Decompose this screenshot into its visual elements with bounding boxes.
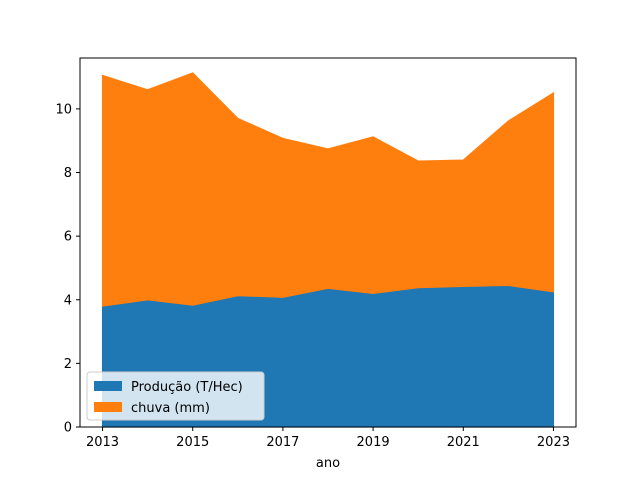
legend-label: Produção (T/Hec) xyxy=(131,380,243,395)
legend-box xyxy=(86,371,265,421)
y-tick-label: 10 xyxy=(55,102,72,117)
area-series-1 xyxy=(101,72,555,307)
x-tick-label: 2017 xyxy=(266,435,299,450)
y-tick-label: 6 xyxy=(64,230,72,245)
legend-label: chuva (mm) xyxy=(131,401,210,416)
plot-frame xyxy=(79,57,577,428)
x-tick-label: 2021 xyxy=(447,435,480,450)
y-tick-label: 4 xyxy=(64,293,72,308)
x-tick-label: 2023 xyxy=(537,435,570,450)
y-tick-label: 2 xyxy=(64,357,72,372)
x-tick-label: 2019 xyxy=(357,435,390,450)
legend: Produção (T/Hec) chuva (mm) xyxy=(86,371,265,421)
legend-swatch xyxy=(94,402,122,412)
y-axis-ticks: 0 2 4 6 8 10 xyxy=(55,102,80,436)
x-axis-ticks: 2013 2015 2017 2019 2021 2023 xyxy=(86,427,570,450)
x-axis-label: ano xyxy=(316,456,340,471)
y-tick-label: 8 xyxy=(64,166,72,181)
x-tick-label: 2015 xyxy=(176,435,209,450)
legend-swatch xyxy=(94,381,122,391)
y-tick-label: 0 xyxy=(64,421,72,436)
x-tick-label: 2013 xyxy=(86,435,119,450)
